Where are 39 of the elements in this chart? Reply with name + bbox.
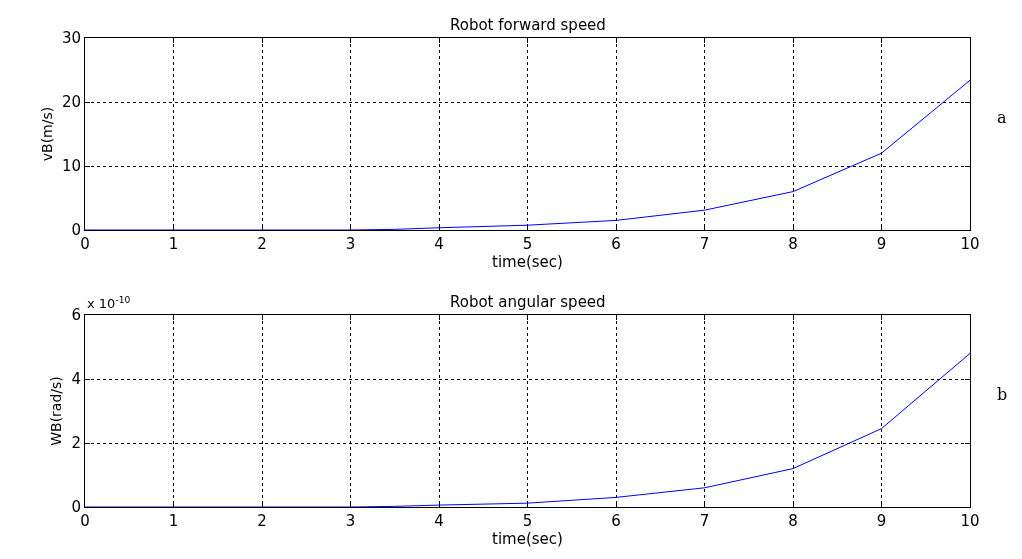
y-tick-label: 10 [61, 157, 81, 176]
text: b [997, 385, 1008, 404]
x-tick-label: 5 [522, 512, 533, 530]
x-tick-label: 10 [960, 235, 980, 253]
x-tick-label: 8 [788, 235, 798, 253]
x-tick-label: 3 [345, 512, 356, 530]
y-tick-label: 30 [61, 29, 81, 48]
x-tick-label: 2 [257, 235, 267, 253]
y-tick-label: 0 [71, 498, 81, 517]
x-tick-label: 7 [699, 235, 710, 253]
x-tick-label: 9 [876, 512, 887, 530]
text: x 10$^{-10}$ [87, 295, 131, 312]
x-tick-label: 5 [522, 235, 533, 253]
y-axis-title: WB(rad/s) [48, 376, 65, 446]
y-tick-label: 0 [71, 221, 81, 240]
x-tick-label: 7 [699, 512, 710, 530]
text: a [997, 108, 1007, 127]
chart-title: Robot forward speed [450, 16, 606, 34]
x-tick-label: 6 [611, 235, 621, 253]
y-tick-label: 20 [61, 93, 81, 112]
x-tick-label: 4 [434, 512, 444, 530]
y-tick-label: 2 [71, 434, 81, 453]
line-series [85, 352, 970, 507]
y-tick-label: 4 [71, 370, 81, 389]
y-tick-label: 6 [71, 306, 81, 325]
x-tick-label: 1 [168, 512, 179, 530]
y-axis-title: vB(m/s) [38, 106, 55, 162]
x-tick-label: 10 [960, 512, 980, 530]
x-tick-label: 2 [257, 512, 267, 530]
x-tick-label: 4 [434, 235, 444, 253]
x-axis-title: time(sec) [492, 530, 563, 548]
x-tick-label: 3 [345, 235, 356, 253]
x-tick-label: 6 [611, 512, 621, 530]
x-axis-title: time(sec) [492, 253, 563, 271]
line-series [85, 79, 970, 230]
x-tick-label: 8 [788, 512, 798, 530]
chart-title: Robot angular speed [450, 293, 606, 311]
x-tick-label: 1 [168, 235, 179, 253]
x-tick-label: 9 [876, 235, 887, 253]
